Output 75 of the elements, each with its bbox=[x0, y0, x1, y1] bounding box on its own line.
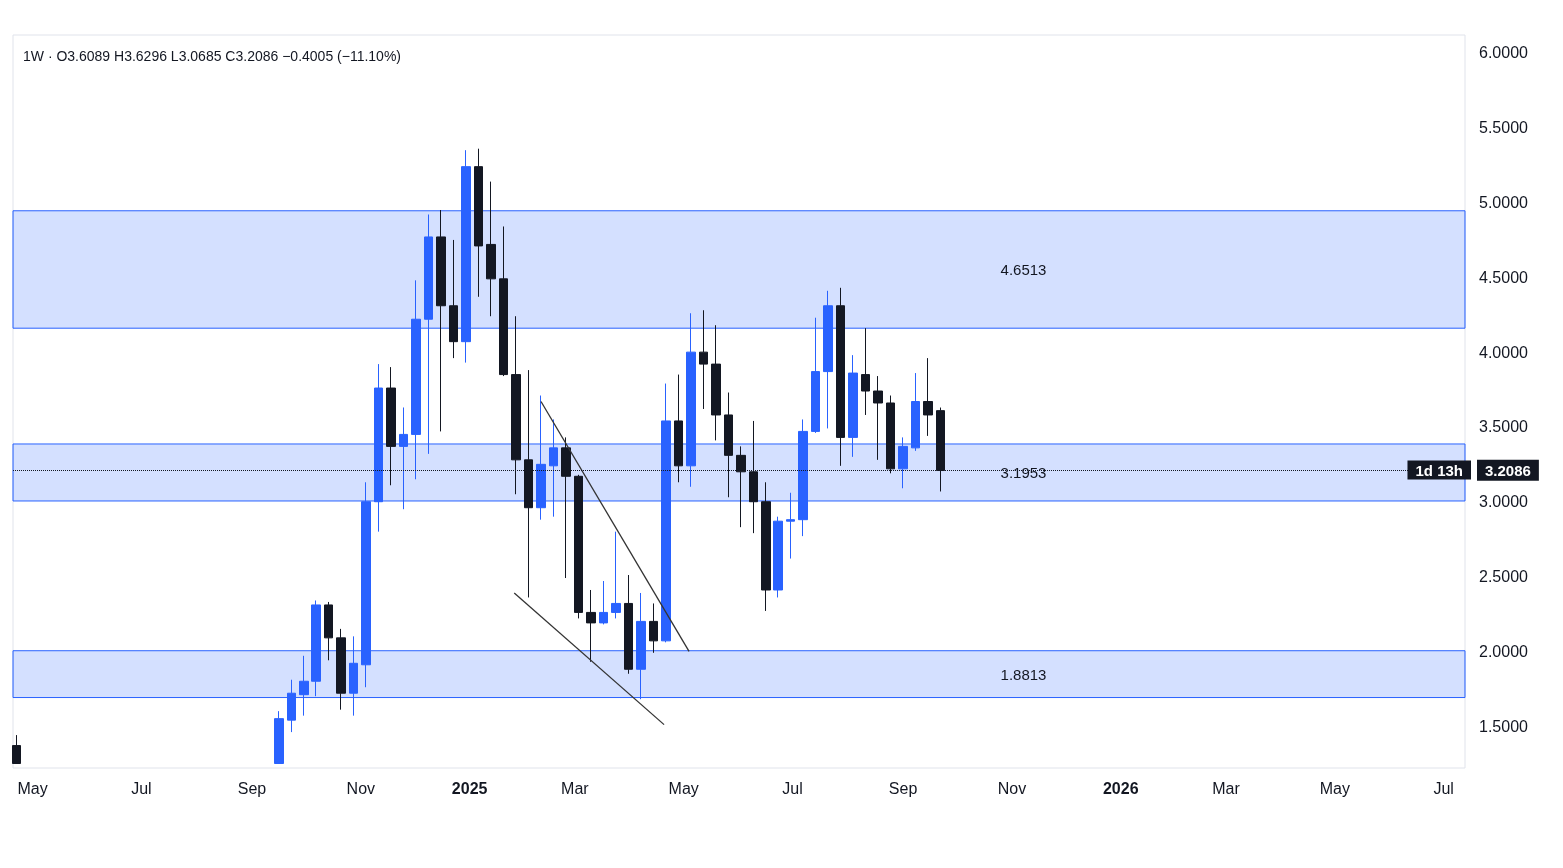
x-tick-label: Mar bbox=[561, 779, 590, 797]
x-tick-label: Jul bbox=[131, 779, 152, 797]
candlestick bbox=[911, 372, 920, 452]
y-tick-label: 4.0000 bbox=[1479, 343, 1529, 361]
candlestick bbox=[923, 357, 933, 437]
candlestick bbox=[474, 148, 483, 298]
y-tick-label: 5.5000 bbox=[1479, 119, 1529, 137]
candlestick bbox=[661, 383, 671, 643]
candlestick bbox=[761, 481, 771, 612]
candlestick bbox=[411, 279, 421, 480]
band-label: 3.1953 bbox=[1000, 463, 1047, 481]
x-tick-label: 2025 bbox=[451, 779, 488, 797]
x-tick-label: Nov bbox=[346, 779, 376, 797]
y-tick-label: 6.0000 bbox=[1479, 44, 1529, 62]
candlestick bbox=[399, 406, 408, 510]
candlestick bbox=[586, 589, 596, 663]
candlestick bbox=[786, 492, 795, 560]
candlestick bbox=[848, 354, 858, 458]
candlestick bbox=[836, 287, 845, 467]
candlestick bbox=[12, 734, 21, 765]
candlestick bbox=[499, 225, 508, 377]
candlestick bbox=[898, 436, 908, 489]
candlestick bbox=[773, 516, 783, 598]
x-tick-label: 2026 bbox=[1102, 779, 1139, 797]
candlestick bbox=[711, 324, 721, 441]
y-tick-label: 4.5000 bbox=[1479, 268, 1529, 286]
candlestick bbox=[486, 181, 496, 317]
band-label: 1.8813 bbox=[1000, 665, 1047, 683]
candlestick bbox=[324, 601, 333, 661]
y-tick-label: 3.0000 bbox=[1479, 493, 1529, 511]
x-tick-label: May bbox=[1319, 779, 1350, 797]
candlestick bbox=[574, 474, 583, 619]
candlestick bbox=[336, 628, 346, 711]
ref-line-label: 3.2086 bbox=[1485, 461, 1531, 479]
candlestick bbox=[424, 214, 433, 455]
x-tick-label: Jul bbox=[782, 779, 803, 797]
y-tick-label: 2.5000 bbox=[1479, 568, 1529, 586]
x-tick-label: Sep bbox=[237, 779, 267, 797]
candlestick bbox=[861, 327, 870, 416]
candlestick bbox=[611, 531, 621, 619]
x-tick-label: May bbox=[668, 779, 699, 797]
annotation: 1d 13h bbox=[1415, 461, 1464, 479]
candlestick bbox=[274, 710, 284, 765]
candlestick bbox=[287, 679, 296, 733]
candlestick bbox=[549, 418, 558, 518]
candlestick bbox=[536, 395, 546, 521]
candlestick bbox=[636, 592, 646, 700]
x-tick-label: Mar bbox=[1212, 779, 1241, 797]
candlestick bbox=[299, 655, 309, 717]
y-tick-label: 2.0000 bbox=[1479, 642, 1529, 660]
y-tick-label: 3.5000 bbox=[1479, 418, 1529, 436]
candlestick bbox=[624, 574, 633, 675]
candlestick bbox=[361, 481, 371, 688]
candlestick bbox=[649, 602, 658, 654]
y-tick-label: 1.5000 bbox=[1479, 717, 1529, 735]
y-tick-label: 5.0000 bbox=[1479, 194, 1529, 212]
candlestick bbox=[699, 309, 708, 410]
text: 1W · O3.6089 H3.6296 L3.0685 C3.2086 −0.4005 (−11.10%) bbox=[23, 48, 402, 64]
candlestick bbox=[823, 290, 833, 429]
x-tick-label: Nov bbox=[997, 779, 1027, 797]
candlestick bbox=[599, 580, 608, 625]
band-label: 4.6513 bbox=[1000, 260, 1047, 278]
candlestick bbox=[461, 149, 471, 364]
candlestick bbox=[873, 375, 883, 461]
candlestick bbox=[349, 635, 358, 717]
candlestick bbox=[686, 312, 696, 488]
x-tick-label: Jul bbox=[1433, 779, 1454, 797]
candlestick bbox=[374, 363, 383, 533]
candlestick bbox=[311, 599, 321, 697]
candlestick bbox=[798, 418, 808, 537]
candlestick bbox=[811, 317, 820, 434]
candlestick bbox=[436, 209, 446, 432]
candlestick bbox=[449, 239, 458, 359]
x-tick-label: Sep bbox=[888, 779, 918, 797]
x-tick-label: May bbox=[17, 779, 48, 797]
